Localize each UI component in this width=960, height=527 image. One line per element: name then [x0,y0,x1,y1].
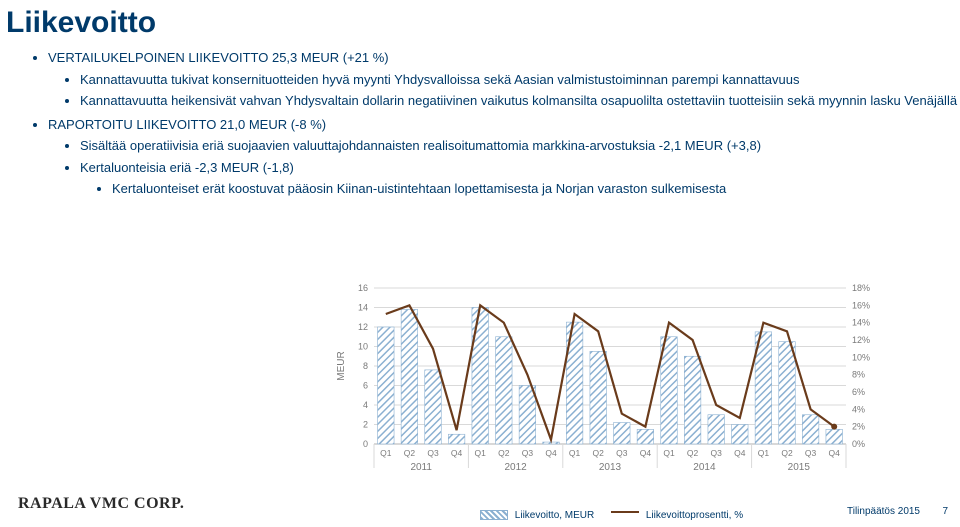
svg-text:0%: 0% [852,439,865,449]
svg-text:Q2: Q2 [593,448,605,458]
bullet-l2: RAPORTOITU LIIKEVOITTO 21,0 MEUR (-8 %) [48,115,960,135]
svg-text:2012: 2012 [504,462,527,473]
svg-text:6: 6 [363,381,368,391]
svg-text:Q1: Q1 [475,448,487,458]
content-body: VERTAILUKELPOINEN LIIKEVOITTO 25,3 MEUR … [0,40,960,199]
svg-text:8%: 8% [852,370,865,380]
svg-text:Q4: Q4 [734,448,746,458]
page-number: 7 [942,506,948,517]
svg-text:6%: 6% [852,387,865,397]
svg-text:0: 0 [363,439,368,449]
profit-chart: 0 2 4 6 8 10 12 14 16 0% 2% 4% 6% 8% 10% 12% 14% 16% 18% ME… [330,280,890,480]
svg-text:Q1: Q1 [758,448,770,458]
corp-logo: RAPALA VMC CORP. [18,495,184,513]
bullet-l2b: Kertaluonteisia eriä -2,3 MEUR (-1,8) [80,158,960,178]
svg-text:12: 12 [358,322,368,332]
svg-text:8: 8 [363,361,368,371]
svg-text:2014: 2014 [693,462,716,473]
svg-text:Q1: Q1 [569,448,581,458]
page-footer: RAPALA VMC CORP. Tilinpäätös 2015 7 [0,495,960,523]
svg-text:12%: 12% [852,335,870,345]
svg-text:Q4: Q4 [451,448,463,458]
svg-text:2011: 2011 [410,462,432,473]
svg-text:2013: 2013 [599,462,622,473]
svg-text:4%: 4% [852,404,865,414]
svg-text:16%: 16% [852,300,870,310]
svg-text:Q4: Q4 [640,448,652,458]
svg-text:Q3: Q3 [616,448,628,458]
svg-text:Q1: Q1 [380,448,392,458]
footer-note: Tilinpäätös 2015 [847,506,920,517]
svg-text:14%: 14% [852,318,870,328]
svg-text:Q3: Q3 [427,448,439,458]
svg-text:2%: 2% [852,422,865,432]
svg-text:Q2: Q2 [781,448,793,458]
svg-text:18%: 18% [852,283,870,293]
svg-text:10: 10 [358,342,368,352]
bullet-l1a: Kannattavuutta tukivat konsernituotteide… [80,70,960,90]
bullet-l2a: Sisältää operatiivisia eriä suojaavien v… [80,136,960,156]
svg-text:10%: 10% [852,352,870,362]
svg-text:Q2: Q2 [687,448,699,458]
page-title: Liikevoitto [0,0,960,40]
svg-text:MEUR: MEUR [336,351,347,380]
svg-text:Q2: Q2 [404,448,416,458]
svg-text:Q3: Q3 [522,448,534,458]
bullet-l1b: Kannattavuutta heikensivät vahvan Yhdysv… [80,91,960,111]
svg-text:Q4: Q4 [829,448,841,458]
svg-text:Q3: Q3 [711,448,723,458]
svg-text:Q2: Q2 [498,448,510,458]
bullet-l1: VERTAILUKELPOINEN LIIKEVOITTO 25,3 MEUR … [48,48,960,68]
svg-text:2: 2 [363,420,368,430]
svg-text:Q4: Q4 [545,448,557,458]
svg-text:16: 16 [358,283,368,293]
bullet-l2b1: Kertaluonteiset erät koostuvat pääosin K… [112,179,960,199]
svg-text:2015: 2015 [788,462,811,473]
svg-text:14: 14 [358,303,368,313]
svg-text:Q3: Q3 [805,448,817,458]
svg-text:Q1: Q1 [663,448,675,458]
svg-text:4: 4 [363,400,368,410]
